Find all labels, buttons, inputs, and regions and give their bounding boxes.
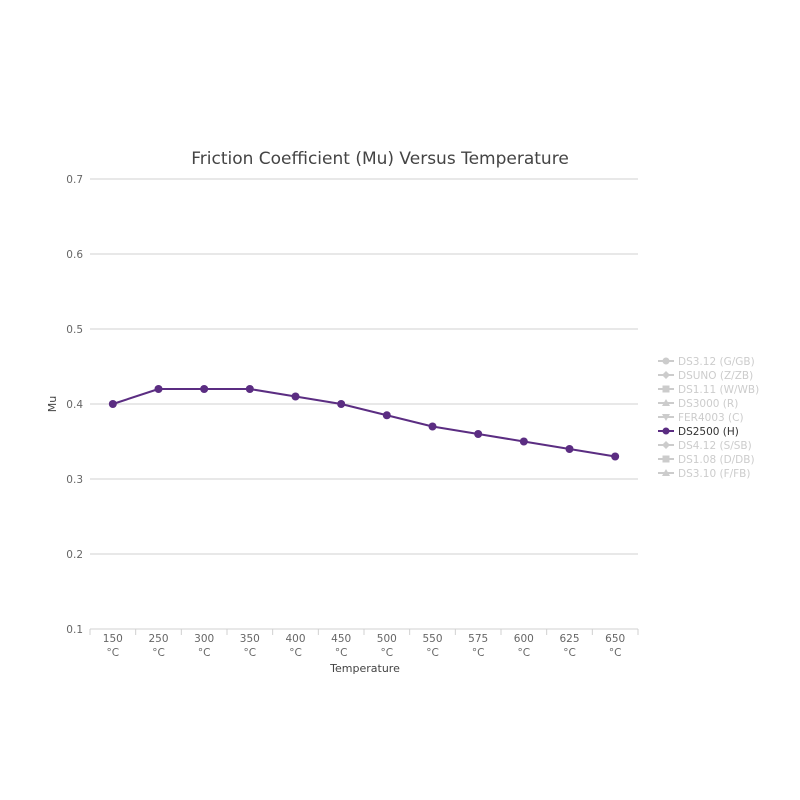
data-point[interactable] — [154, 385, 163, 393]
x-tick-label: 450 °C — [331, 633, 351, 659]
legend-marker-square-icon — [662, 385, 670, 393]
legend-marker-diamond-icon — [662, 371, 670, 379]
legend-marker-square-icon — [662, 455, 670, 463]
x-tick-label-line: 300 — [194, 633, 214, 645]
legend-label: FER4003 (C) — [678, 412, 744, 424]
x-tick-label-line: °C — [335, 647, 348, 659]
x-tick-label-line: °C — [563, 647, 576, 659]
x-tick-label: 250 °C — [148, 633, 168, 659]
data-point[interactable] — [245, 385, 254, 393]
series-line — [112, 388, 616, 458]
x-tick-label-line: 575 — [468, 633, 488, 645]
x-tick-label: 550 °C — [422, 633, 442, 659]
data-point[interactable] — [108, 400, 117, 408]
x-tick-label-line: 350 — [240, 633, 260, 645]
y-axis-ticks: 0.7 0.6 0.5 0.4 0.3 0.2 0.1 — [66, 174, 83, 636]
x-tick-label-line: °C — [426, 647, 439, 659]
x-axis-label: Temperature — [329, 662, 400, 675]
x-tick-label-line: 550 — [422, 633, 442, 645]
legend-marker-triangle-icon — [662, 469, 670, 476]
x-tick-label: 600 °C — [514, 633, 534, 659]
y-axis-label: Mu — [46, 396, 59, 412]
data-point[interactable] — [474, 430, 483, 438]
x-tick-label-line: 625 — [559, 633, 579, 645]
y-tick-label: 0.3 — [66, 474, 83, 486]
legend-label: DS3.12 (G/GB) — [678, 356, 755, 368]
legend-item[interactable]: DSUNO (Z/ZB) — [658, 370, 753, 382]
x-tick-label: 500 °C — [377, 633, 397, 659]
x-tick-label-line: °C — [289, 647, 302, 659]
y-tick-label: 0.7 — [66, 174, 83, 186]
series-layer — [108, 385, 620, 461]
chart-title: Friction Coefficient (Mu) Versus Tempera… — [191, 149, 569, 169]
x-tick-label: 575 °C — [468, 633, 488, 659]
x-tick-label-line: °C — [244, 647, 257, 659]
data-point[interactable] — [428, 422, 437, 431]
legend-label: DS1.08 (D/DB) — [678, 454, 755, 466]
x-tick-label-line: °C — [152, 647, 165, 659]
legend-item[interactable]: FER4003 (C) — [658, 412, 744, 424]
x-tick-label: 350 °C — [240, 633, 260, 659]
legend[interactable]: DS3.12 (G/GB) DSUNO (Z/ZB) DS1.11 (W/WB) DS… — [658, 356, 759, 480]
x-tick-label-line: °C — [381, 647, 394, 659]
legend-label: DS3.10 (F/FB) — [678, 468, 750, 480]
legend-item[interactable]: DS1.08 (D/DB) — [658, 454, 755, 466]
x-tick-label: 150 °C — [103, 633, 123, 659]
x-tick-label-line: °C — [472, 647, 485, 659]
legend-label: DS3000 (R) — [678, 398, 738, 410]
data-point[interactable] — [519, 437, 528, 446]
legend-label: DSUNO (Z/ZB) — [678, 370, 753, 382]
legend-item[interactable]: DS3000 (R) — [658, 398, 738, 410]
x-tick-label: 650 °C — [605, 633, 625, 659]
legend-item[interactable]: DS1.11 (W/WB) — [658, 384, 759, 396]
legend-label: DS2500 (H) — [678, 426, 739, 438]
data-point[interactable] — [337, 400, 346, 408]
data-point[interactable] — [611, 452, 620, 461]
x-tick-label-line: 450 — [331, 633, 351, 645]
y-tick-label: 0.1 — [66, 624, 83, 636]
x-tick-label-line: °C — [518, 647, 531, 659]
data-point[interactable] — [382, 411, 391, 420]
x-tick-label-line: 650 — [605, 633, 625, 645]
x-tick-label-line: 600 — [514, 633, 534, 645]
legend-marker-circle-icon — [662, 427, 670, 435]
x-tick-label: 625 °C — [559, 633, 579, 659]
legend-label: DS4.12 (S/SB) — [678, 440, 752, 452]
x-tick-label-line: °C — [107, 647, 120, 659]
grid — [89, 178, 639, 635]
data-point[interactable] — [200, 385, 209, 393]
x-tick-label-line: 250 — [148, 633, 168, 645]
data-point[interactable] — [565, 445, 574, 453]
x-axis-ticks: 150 °C 250 °C 300 °C 350 °C 400 °C 450 °C 500 °C 550 °C… — [103, 633, 625, 659]
y-tick-label: 0.2 — [66, 549, 83, 561]
y-tick-label: 0.5 — [66, 324, 83, 336]
x-tick-label-line: °C — [198, 647, 211, 659]
x-tick-label-line: 150 — [103, 633, 123, 645]
y-tick-label: 0.4 — [66, 399, 83, 411]
legend-label: DS1.11 (W/WB) — [678, 384, 759, 396]
y-tick-label: 0.6 — [66, 249, 83, 261]
legend-item[interactable]: DS4.12 (S/SB) — [658, 440, 752, 452]
legend-marker-triangle-down-icon — [662, 414, 670, 421]
legend-marker-triangle-icon — [662, 399, 670, 406]
x-tick-label-line: °C — [609, 647, 622, 659]
legend-item[interactable]: DS3.10 (F/FB) — [658, 468, 750, 480]
legend-item[interactable]: DS2500 (H) — [658, 426, 739, 438]
data-point[interactable] — [291, 392, 300, 401]
x-tick-label-line: 500 — [377, 633, 397, 645]
x-tick-label: 400 °C — [285, 633, 305, 659]
x-tick-label: 300 °C — [194, 633, 214, 659]
x-tick-label-line: 400 — [285, 633, 305, 645]
legend-marker-circle-icon — [662, 357, 670, 365]
legend-marker-diamond-icon — [662, 441, 670, 449]
legend-item[interactable]: DS3.12 (G/GB) — [658, 356, 755, 368]
